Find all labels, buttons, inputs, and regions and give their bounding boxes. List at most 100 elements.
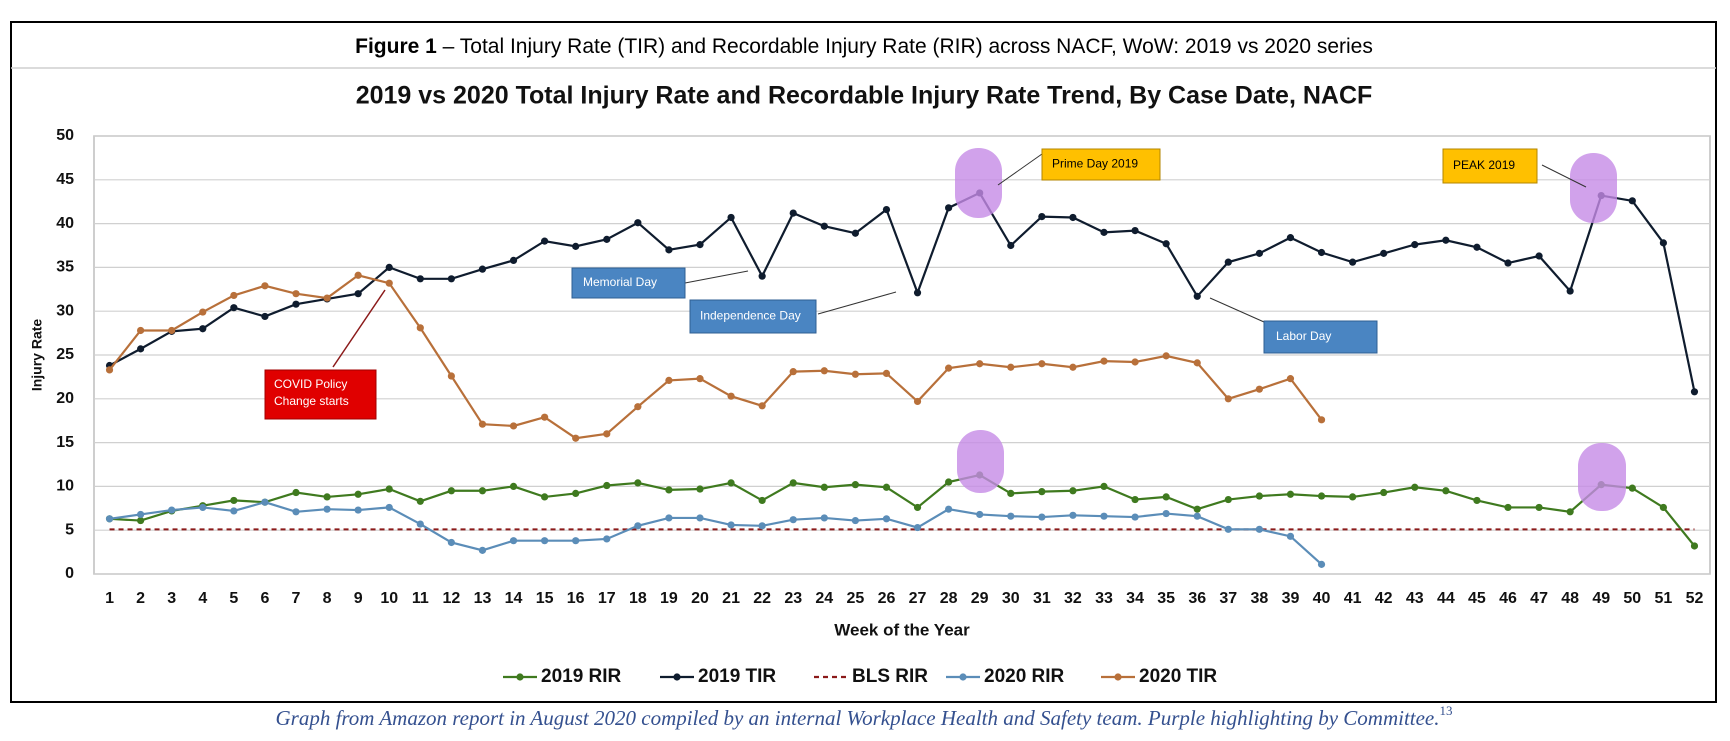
data-point (1007, 363, 1015, 371)
x-tick-label: 36 (1188, 590, 1206, 607)
data-point (541, 493, 549, 501)
callout-label: Memorial Day (583, 275, 657, 289)
leader-line (1541, 164, 1587, 188)
x-tick-label: 7 (292, 590, 301, 607)
legend-label: 2019 TIR (698, 666, 776, 687)
data-point (1380, 488, 1388, 497)
y-tick-label: 45 (56, 171, 74, 188)
data-point (354, 506, 362, 514)
x-tick-label: 34 (1126, 590, 1144, 607)
data-point (261, 312, 269, 321)
data-point (1690, 388, 1699, 396)
data-point (1286, 490, 1295, 498)
x-tick-label: 23 (784, 590, 802, 607)
leader-line (332, 289, 386, 368)
data-point (1659, 503, 1667, 512)
data-point (634, 403, 642, 411)
callout-label: COVID Policy (274, 377, 347, 391)
data-point (1473, 496, 1481, 505)
legend-label: 2020 TIR (1139, 666, 1217, 687)
data-point (789, 479, 797, 487)
data-point (603, 481, 611, 490)
data-point (385, 263, 393, 271)
data-point (137, 510, 145, 519)
data-point (1566, 287, 1574, 295)
data-point (1224, 258, 1232, 266)
highlight (957, 430, 1004, 493)
data-point (416, 275, 424, 283)
y-tick-label: 15 (56, 434, 74, 451)
y-tick-label: 35 (56, 259, 74, 276)
leader-line (684, 270, 749, 284)
data-point (354, 271, 362, 279)
legend-marker (959, 673, 967, 681)
data-point (292, 290, 300, 298)
y-tick-label: 30 (56, 302, 74, 319)
x-tick-label: 45 (1468, 590, 1486, 607)
x-tick-label: 24 (815, 590, 833, 607)
data-point (1224, 495, 1232, 504)
data-point (1255, 525, 1263, 533)
series-line (109, 191, 1696, 393)
data-point (634, 522, 642, 530)
data-point (634, 219, 642, 227)
x-tick-label: 12 (442, 590, 460, 607)
data-point (261, 498, 269, 506)
data-point (541, 413, 549, 421)
data-point (820, 514, 828, 522)
callout-box (571, 267, 686, 299)
x-tick-label: 19 (660, 590, 678, 607)
x-tick-label: 33 (1095, 590, 1113, 607)
data-point (447, 538, 455, 547)
data-point (603, 235, 611, 243)
data-point (913, 289, 922, 297)
data-point (572, 489, 580, 498)
data-point (820, 367, 828, 375)
legend-label: 2020 RIR (984, 666, 1065, 687)
data-point (727, 479, 735, 487)
data-point (665, 514, 673, 522)
callout-box (1041, 148, 1161, 181)
data-point (385, 279, 393, 287)
data-point (1255, 249, 1263, 257)
figure-header: Figure 1 – Total Injury Rate (TIR) and R… (355, 35, 1373, 58)
data-point (913, 397, 922, 406)
series-line (109, 501, 1323, 566)
data-point (509, 256, 518, 264)
x-axis-title: Week of the Year (834, 620, 970, 639)
data-point (1690, 542, 1699, 550)
data-point (789, 209, 797, 217)
data-point (1038, 360, 1046, 368)
data-point (1286, 375, 1295, 383)
data-point (945, 505, 953, 513)
x-tick-label: 46 (1499, 590, 1517, 607)
legend-label: BLS RIR (852, 666, 928, 687)
x-tick-label: 28 (940, 590, 958, 607)
data-point (478, 265, 487, 273)
data-point (1349, 493, 1357, 501)
x-tick-label: 41 (1344, 590, 1362, 607)
data-point (1504, 259, 1512, 267)
highlight (955, 148, 1002, 218)
data-point (1286, 532, 1295, 540)
data-point (976, 360, 984, 368)
data-point (882, 205, 891, 214)
data-point (1535, 252, 1543, 260)
data-point (447, 487, 455, 495)
data-point (509, 422, 518, 430)
data-point (105, 366, 114, 374)
x-tick-label: 25 (846, 590, 864, 607)
data-point (1411, 241, 1419, 249)
data-point (416, 497, 424, 505)
annotations: Prime Day 2019 PEAK 2019 Memorial Day In… (264, 148, 1626, 511)
data-point (882, 515, 891, 523)
data-point (1224, 525, 1232, 533)
figure-title: – Total Injury Rate (TIR) and Recordable… (437, 35, 1373, 58)
leader-line (997, 153, 1043, 186)
data-point (882, 369, 891, 377)
data-point (1069, 213, 1077, 222)
data-point (1566, 508, 1574, 516)
data-point (789, 368, 797, 376)
data-point (230, 304, 238, 312)
